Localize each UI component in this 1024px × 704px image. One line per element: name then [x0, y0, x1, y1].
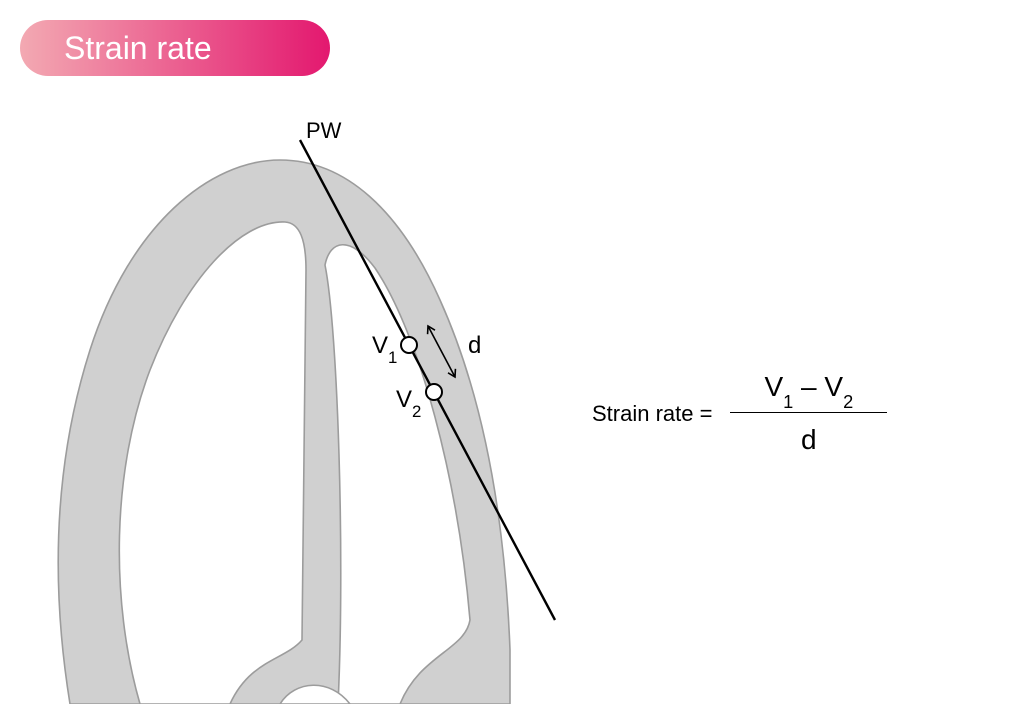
label-pw-text: PW [306, 118, 341, 143]
label-v2-main: V [396, 386, 412, 413]
label-v1-main: V [372, 332, 388, 359]
formula-denominator: d [801, 413, 817, 457]
strain-rate-diagram [0, 0, 1024, 704]
heart-right-cavity [325, 245, 470, 704]
formula-num-sub2: 2 [843, 392, 853, 412]
formula-fraction: V1 – V2 d [730, 370, 887, 457]
label-v2: V2 [396, 386, 421, 418]
label-v1: V1 [372, 332, 397, 364]
label-v2-sub: 2 [412, 402, 421, 421]
formula-numerator: V1 – V2 [730, 370, 887, 412]
label-v1-sub: 1 [388, 348, 397, 367]
heart-shape [58, 160, 510, 704]
label-pw: PW [306, 118, 341, 144]
label-d-text: d [468, 332, 481, 359]
formula-num-mid: – V [793, 371, 843, 402]
marker-v1 [401, 337, 417, 353]
strain-rate-formula: Strain rate = V1 – V2 d [592, 370, 887, 457]
formula-num-v1: V [764, 371, 783, 402]
label-d: d [468, 332, 481, 360]
marker-v2 [426, 384, 442, 400]
formula-num-sub1: 1 [783, 392, 793, 412]
formula-lhs: Strain rate = [592, 401, 712, 427]
